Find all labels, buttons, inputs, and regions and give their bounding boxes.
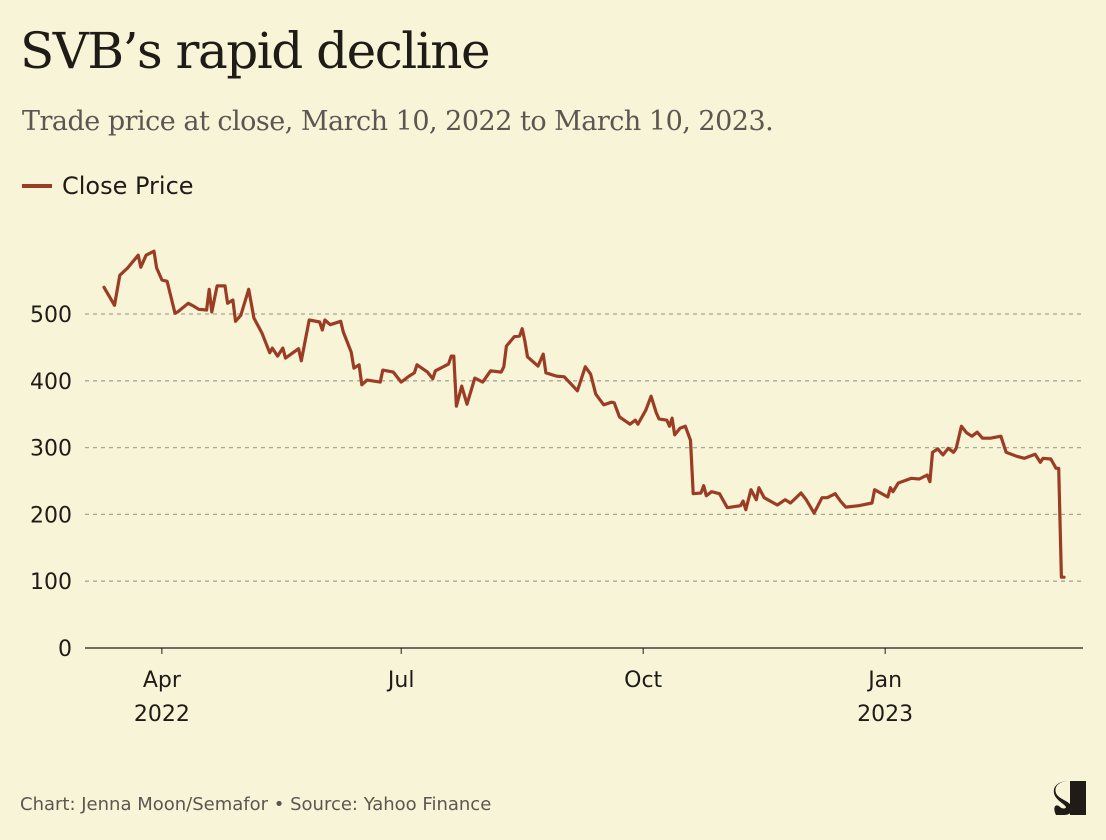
- close-price-line: [102, 249, 1066, 579]
- x-tick-label: Jan: [866, 668, 902, 693]
- y-tick-label: 500: [30, 303, 72, 328]
- source-credit: Chart: Jenna Moon/Semafor • Source: Yaho…: [20, 794, 492, 815]
- x-tick-label: Oct: [624, 668, 662, 693]
- line-chart: 0 100 200 300 400 500 Apr 2022 Jul Oct Jan 2023: [30, 249, 1083, 727]
- y-tick-label: 300: [30, 437, 72, 462]
- chart-title: SVB’s rapid decline: [20, 22, 491, 80]
- y-axis: 0 100 200 300 400 500: [30, 303, 72, 662]
- x-tick-year-label: 2022: [134, 702, 190, 727]
- x-tick-year-label: 2023: [857, 702, 913, 727]
- y-tick-label: 0: [58, 637, 72, 662]
- x-tick-label: Jul: [386, 668, 415, 693]
- legend: Close Price: [22, 172, 194, 200]
- y-tick-label: 200: [30, 503, 72, 528]
- legend-swatch: [22, 184, 52, 188]
- y-tick-label: 100: [30, 570, 72, 595]
- legend-label: Close Price: [62, 172, 194, 200]
- gridlines: [85, 313, 1083, 649]
- semafor-logo: [1050, 777, 1090, 821]
- series: [102, 249, 1066, 579]
- y-tick-label: 400: [30, 370, 72, 395]
- x-axis: Apr 2022 Jul Oct Jan 2023: [134, 648, 913, 727]
- chart-subtitle: Trade price at close, March 10, 2022 to …: [22, 106, 774, 137]
- x-tick-label: Apr: [143, 668, 182, 693]
